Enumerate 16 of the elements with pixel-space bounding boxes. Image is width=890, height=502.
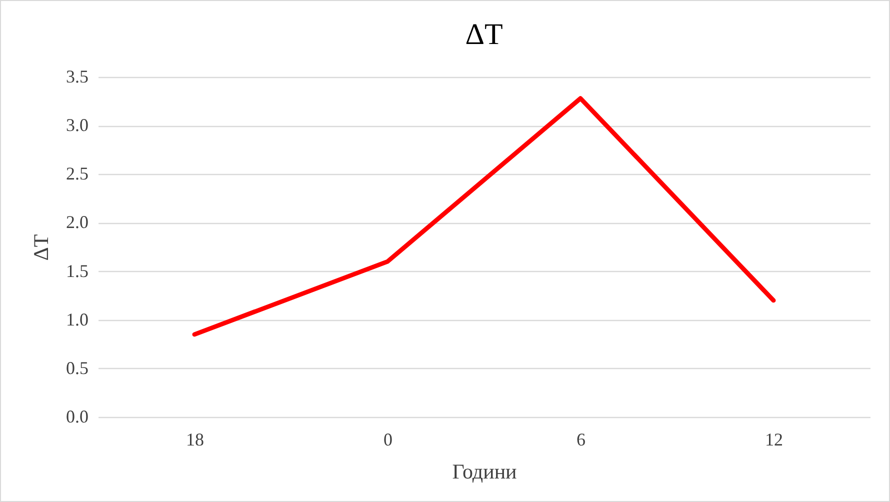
y-tick-label: 2.5	[66, 164, 88, 184]
y-tick-label: 3.0	[66, 115, 88, 136]
x-axis-title: Години	[452, 460, 517, 484]
y-tick-label: 1.0	[66, 309, 88, 330]
y-tick-label: 0.0	[66, 406, 88, 426]
y-tick-label: 0.5	[66, 358, 88, 378]
x-tick-label: 12	[765, 430, 783, 450]
y-tick-label: 1.5	[66, 260, 88, 281]
x-tick-label: 18	[186, 430, 204, 450]
y-tick-label: 3.5	[66, 66, 88, 86]
chart-title: ΔT	[465, 18, 503, 51]
y-axis-title: ΔT	[29, 234, 53, 261]
x-tick-label: 0	[384, 430, 392, 450]
line-series	[192, 96, 776, 337]
y-tick-label: 2.0	[66, 212, 88, 232]
x-tick-label: 6	[576, 430, 586, 450]
